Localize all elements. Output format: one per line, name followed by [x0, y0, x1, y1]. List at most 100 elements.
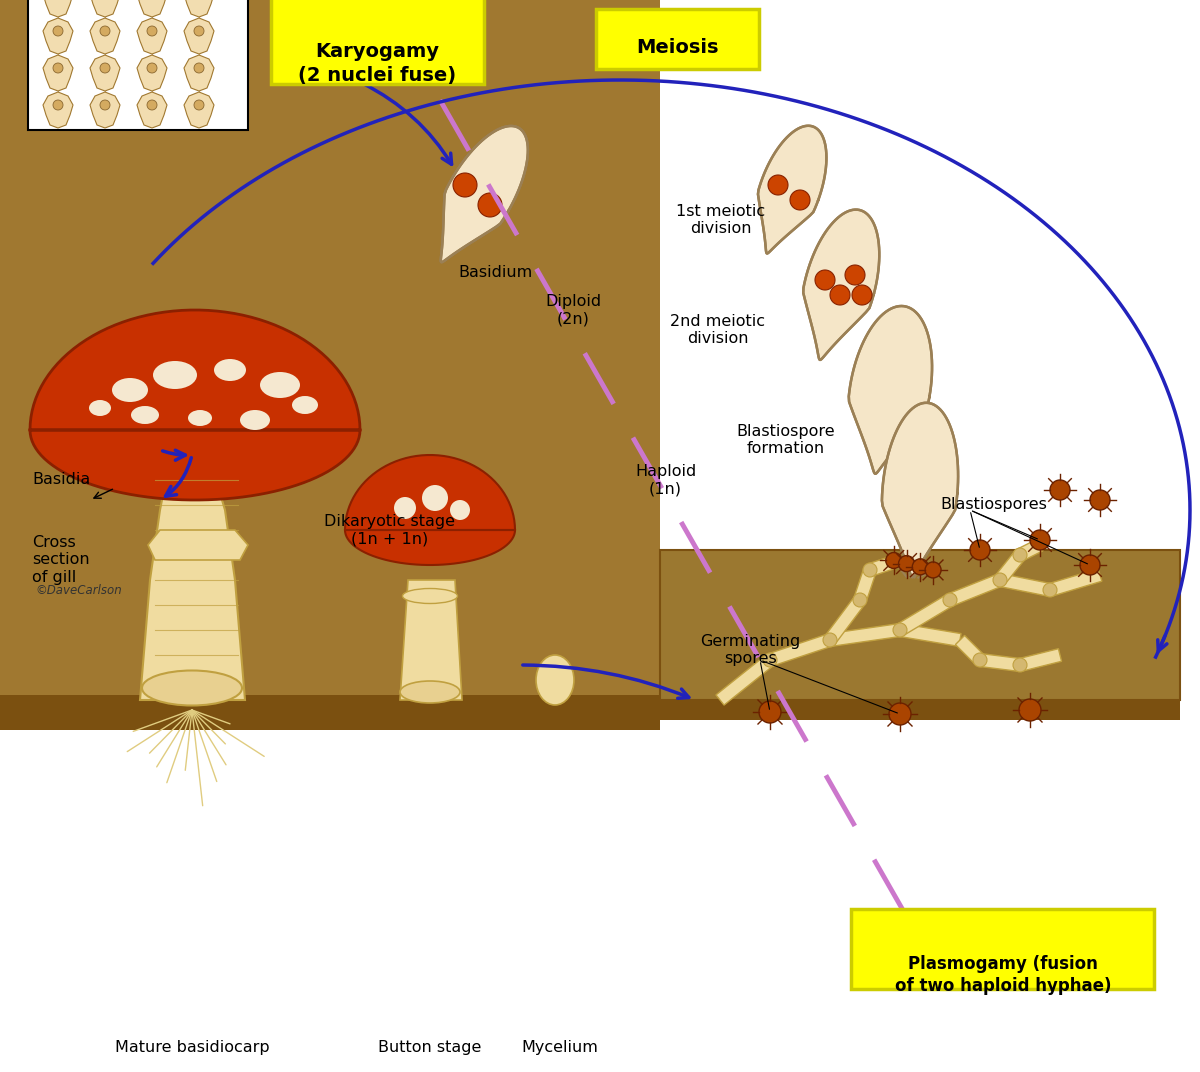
Polygon shape	[184, 0, 214, 17]
Polygon shape	[768, 634, 832, 666]
Text: Mycelium: Mycelium	[522, 1040, 599, 1055]
Polygon shape	[43, 92, 73, 128]
Polygon shape	[43, 55, 73, 91]
Polygon shape	[660, 550, 1180, 700]
Circle shape	[994, 574, 1007, 587]
Circle shape	[763, 653, 778, 667]
Circle shape	[893, 623, 907, 637]
Polygon shape	[955, 636, 984, 665]
Polygon shape	[899, 624, 961, 646]
Text: Basidia: Basidia	[32, 473, 90, 488]
Text: Meiosis: Meiosis	[636, 38, 719, 57]
Polygon shape	[896, 595, 953, 636]
Polygon shape	[829, 624, 901, 646]
Circle shape	[450, 500, 470, 520]
Ellipse shape	[154, 361, 197, 389]
Circle shape	[454, 173, 478, 197]
Polygon shape	[90, 18, 120, 54]
Ellipse shape	[188, 410, 212, 426]
Circle shape	[912, 559, 929, 575]
Ellipse shape	[536, 655, 574, 705]
Polygon shape	[995, 551, 1025, 584]
Circle shape	[889, 703, 911, 725]
Polygon shape	[90, 55, 120, 91]
Text: Germinating
spores: Germinating spores	[700, 634, 800, 666]
Circle shape	[853, 593, 866, 607]
Polygon shape	[90, 0, 120, 17]
Polygon shape	[440, 126, 528, 263]
Ellipse shape	[89, 400, 112, 416]
Circle shape	[1050, 480, 1070, 500]
Circle shape	[100, 100, 110, 110]
Text: Button stage: Button stage	[378, 1040, 481, 1055]
Circle shape	[768, 175, 788, 195]
FancyBboxPatch shape	[596, 9, 760, 69]
Polygon shape	[824, 596, 865, 644]
Polygon shape	[803, 210, 880, 360]
Ellipse shape	[240, 410, 270, 430]
Circle shape	[422, 485, 448, 511]
Polygon shape	[758, 125, 827, 253]
Polygon shape	[1048, 569, 1102, 596]
Polygon shape	[346, 455, 515, 565]
Circle shape	[194, 100, 204, 110]
Ellipse shape	[142, 670, 242, 705]
Polygon shape	[1019, 649, 1062, 671]
Text: Basidium: Basidium	[458, 265, 532, 280]
Polygon shape	[43, 0, 73, 17]
Polygon shape	[660, 700, 1180, 720]
Circle shape	[863, 563, 877, 577]
Polygon shape	[137, 92, 167, 128]
Circle shape	[845, 265, 865, 285]
Ellipse shape	[260, 372, 300, 398]
Polygon shape	[148, 530, 248, 560]
Circle shape	[53, 63, 64, 73]
Polygon shape	[998, 574, 1051, 596]
Circle shape	[148, 26, 157, 36]
FancyBboxPatch shape	[851, 909, 1154, 989]
Circle shape	[830, 285, 850, 306]
Polygon shape	[979, 654, 1021, 671]
Circle shape	[852, 285, 872, 306]
Text: 2nd meiotic
division: 2nd meiotic division	[670, 314, 766, 346]
Ellipse shape	[402, 589, 457, 604]
Text: ©DaveCarlson: ©DaveCarlson	[35, 583, 121, 596]
Text: Mature basidiocarp: Mature basidiocarp	[115, 1040, 269, 1055]
Polygon shape	[0, 0, 660, 700]
Circle shape	[394, 497, 416, 519]
Polygon shape	[0, 695, 660, 730]
Text: Blastiospores: Blastiospores	[940, 497, 1046, 512]
Circle shape	[1013, 548, 1027, 562]
Circle shape	[760, 701, 781, 723]
Polygon shape	[716, 655, 774, 705]
Circle shape	[1030, 530, 1050, 550]
Text: Cross
section
of gill: Cross section of gill	[32, 535, 90, 585]
Circle shape	[790, 190, 810, 210]
Text: 1st meiotic
division: 1st meiotic division	[676, 204, 766, 236]
Text: Diploid
(2n): Diploid (2n)	[545, 294, 601, 326]
Circle shape	[925, 562, 941, 578]
Circle shape	[970, 540, 990, 560]
Polygon shape	[137, 18, 167, 54]
Polygon shape	[137, 0, 167, 17]
Polygon shape	[140, 460, 245, 700]
Circle shape	[53, 100, 64, 110]
FancyBboxPatch shape	[28, 0, 248, 130]
Ellipse shape	[292, 396, 318, 414]
Polygon shape	[948, 574, 1002, 606]
Circle shape	[943, 593, 958, 607]
Polygon shape	[184, 55, 214, 91]
Polygon shape	[184, 92, 214, 128]
Circle shape	[1090, 490, 1110, 510]
Ellipse shape	[112, 378, 148, 402]
Circle shape	[194, 26, 204, 36]
Circle shape	[1080, 555, 1100, 575]
Circle shape	[148, 100, 157, 110]
Text: Haploid
(1n): Haploid (1n)	[635, 464, 696, 496]
Polygon shape	[848, 306, 932, 474]
Circle shape	[815, 270, 835, 291]
Circle shape	[53, 26, 64, 36]
Polygon shape	[1018, 539, 1043, 561]
Ellipse shape	[400, 681, 460, 703]
Circle shape	[1019, 699, 1042, 721]
